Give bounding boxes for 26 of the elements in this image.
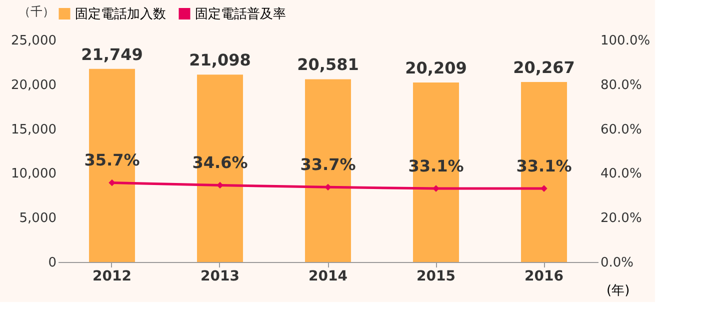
y2-tick-label: 100.0% — [600, 34, 650, 48]
x-tick-label: 2015 — [416, 268, 456, 284]
x-tick-label: 2016 — [524, 268, 564, 284]
data-label: 21,098 — [189, 50, 251, 70]
y2-tick-label: 40.0% — [600, 166, 642, 182]
y2-tick-label: 0.0% — [600, 256, 634, 270]
y-tick-label: 10,000 — [11, 166, 56, 182]
x-tick-label: 2013 — [200, 268, 240, 284]
y-tick-label: 20,000 — [11, 78, 56, 93]
x-tick-label: 2014 — [308, 268, 348, 284]
data-label: 21,749 — [81, 44, 143, 64]
y-tick-label: 25,000 — [11, 34, 56, 48]
y2-tick-label: 60.0% — [600, 122, 642, 138]
data-label: 20,267 — [513, 58, 575, 78]
data-label: 20,209 — [405, 58, 467, 78]
x-axis-title: (年) — [606, 284, 630, 298]
y-tick-label: 15,000 — [11, 122, 56, 138]
y-tick-label: 5,000 — [19, 211, 56, 226]
y-axis-title: （千） — [18, 4, 54, 18]
y2-tick-label: 20.0% — [600, 211, 642, 226]
legend-label: 固定電話普及率 — [195, 6, 286, 22]
x-tick-label: 2012 — [92, 268, 132, 284]
y-tick-label: 0 — [48, 256, 56, 270]
legend-label: 固定電話加入数 — [75, 6, 166, 22]
y2-tick-label: 80.0% — [600, 78, 642, 93]
data-label: 20,581 — [297, 55, 359, 74]
